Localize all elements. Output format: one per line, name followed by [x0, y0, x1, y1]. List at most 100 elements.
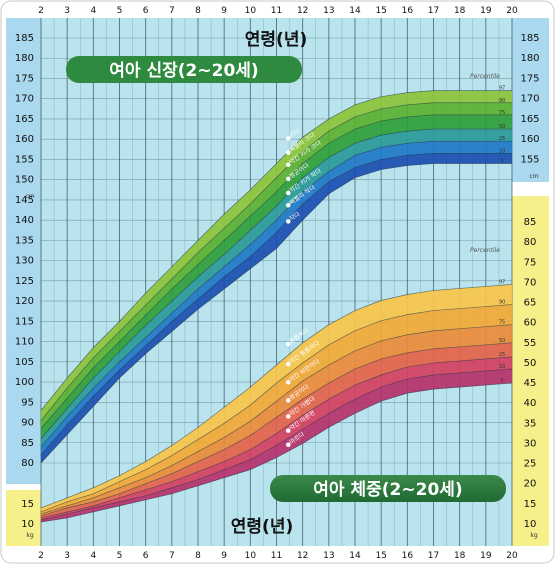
x-tick-label-bottom: 10: [245, 551, 257, 561]
height-line-p50: [40, 128, 512, 439]
x-tick-label-top: 11: [271, 6, 282, 16]
weight-tick-label-right: 10: [524, 519, 537, 530]
height-line-p10: [40, 153, 512, 456]
height-title-pill: [66, 56, 302, 83]
weight-band-50-75: [41, 324, 512, 516]
height-tick-label-left: 155: [15, 154, 34, 165]
weight-tick-label-right: 85: [524, 217, 537, 228]
x-tick-label-top: 13: [323, 6, 334, 16]
weight-tick-label-right: 45: [524, 378, 537, 389]
height-unit-left: cm: [25, 193, 34, 200]
height-percentile-p97: 97: [499, 86, 505, 92]
weight-line-p50: [40, 342, 513, 517]
weight-line-p10: [40, 368, 513, 521]
x-tick-label-bottom: 15: [375, 551, 386, 561]
height-percentile-p10: 10: [499, 148, 505, 154]
height-tick-label-left: 170: [15, 94, 34, 105]
weight-line-p25: [40, 356, 513, 519]
height-percentile-p75: 75: [499, 110, 505, 116]
left-weight-scale-panel: [6, 490, 41, 546]
height-percentile-bands: 3 10 25 50 75 90 97: [40, 86, 512, 464]
height-tick-label-left: 95: [21, 397, 34, 408]
height-tick-label-left: 180: [15, 53, 34, 64]
weight-percentile-p97: 97: [499, 279, 505, 285]
x-tick-label-bottom: 7: [169, 551, 175, 561]
x-tick-label-bottom: 11: [271, 551, 282, 561]
weight-tick-label-right: 55: [524, 338, 537, 349]
weight-percentile-p10: 10: [499, 364, 505, 370]
x-tick-label-bottom: 12: [297, 551, 308, 561]
weight-tick-label-right: 75: [524, 257, 537, 268]
height-tick-label-left: 160: [15, 134, 34, 145]
x-tick-label-top: 2: [38, 6, 44, 16]
right-weight-scale-panel: [512, 196, 549, 546]
weight-tick-label-right: 60: [524, 318, 537, 329]
x-tick-label-top: 16: [402, 6, 414, 16]
x-tick-label-top: 7: [169, 6, 175, 16]
weight-tick-label-right: 50: [524, 358, 537, 369]
x-tick-label-top: 6: [143, 6, 149, 16]
height-chart-title: 여아 신장(2~20세): [109, 61, 258, 81]
x-tick-label-bottom: 8: [195, 551, 201, 561]
x-tick-label-top: 14: [349, 6, 361, 16]
height-tick-label-right: 185: [520, 33, 539, 44]
height-tick-label-left: 100: [15, 377, 34, 388]
height-tick-label-left: 185: [15, 33, 34, 44]
weight-unit-right: kg: [530, 532, 537, 539]
x-axis-title-bottom: 연령(년): [231, 516, 293, 537]
height-line-p90: [40, 102, 512, 421]
x-tick-label-bottom: 14: [349, 551, 361, 561]
x-axis-title-top: 연령(년): [245, 29, 307, 50]
x-tick-label-top: 10: [245, 6, 257, 16]
weight-line-p97: [40, 284, 513, 509]
height-tick-label-right: 175: [520, 73, 539, 84]
x-tick-label-bottom: 13: [323, 551, 334, 561]
x-tick-label-top: 3: [64, 6, 70, 16]
x-tick-label-bottom: 6: [143, 551, 149, 561]
height-tick-label-right: 155: [520, 154, 539, 165]
height-line-p25: [40, 140, 512, 448]
x-tick-label-top: 15: [375, 6, 386, 16]
left-height-scale-panel: [6, 18, 41, 484]
x-tick-label-bottom: 18: [454, 551, 466, 561]
weight-tick-label-right: 30: [524, 438, 537, 449]
height-tick-label-right: 170: [520, 94, 539, 105]
x-tick-label-bottom: 2: [38, 551, 44, 561]
weight-chart-title: 여아 체중(2~20세): [313, 480, 462, 500]
weight-line-p3: [40, 382, 513, 523]
weight-tick-label-left: 10: [21, 519, 34, 530]
height-tick-label-left: 125: [15, 276, 34, 287]
weight-line-p90: [40, 304, 513, 513]
height-line-p97: [40, 90, 512, 411]
weight-title-pill: [270, 475, 506, 502]
weight-percentile-p75: 75: [499, 320, 505, 326]
x-tick-label-top: 18: [454, 6, 466, 16]
weight-tick-label-right: 40: [524, 398, 537, 409]
weight-band-90-97: [41, 284, 512, 512]
height-percentile-p50: 50: [499, 124, 505, 130]
height-percentile-p90: 90: [499, 98, 505, 104]
height-tick-label-left: 110: [15, 337, 34, 348]
weight-percentile-bands: 3 10 25 50 75 90 97: [40, 279, 513, 523]
height-tick-label-left: 165: [15, 114, 34, 125]
height-tick-label-left: 90: [21, 418, 34, 429]
height-tick-label-right: 165: [520, 114, 539, 125]
x-tick-label-top: 12: [297, 6, 308, 16]
weight-band-25-50: [41, 342, 512, 518]
x-tick-label-bottom: 16: [402, 551, 414, 561]
x-tick-label-top: 5: [117, 6, 123, 16]
x-tick-label-top: 4: [90, 6, 96, 16]
height-tick-label-left: 105: [15, 357, 34, 368]
weight-tick-label-right: 15: [524, 499, 537, 510]
x-tick-label-bottom: 9: [221, 551, 227, 561]
x-tick-label-bottom: 19: [480, 551, 492, 561]
height-tick-label-left: 80: [21, 458, 34, 469]
weight-line-p75: [40, 324, 513, 515]
weight-tick-label-right: 20: [524, 479, 537, 490]
x-tick-label-top: 17: [428, 6, 439, 16]
x-tick-label-bottom: 5: [117, 551, 123, 561]
height-percentile-p3: 3: [500, 158, 503, 164]
x-tick-label-bottom: 3: [64, 551, 70, 561]
weight-tick-label-left: 15: [21, 499, 34, 510]
weight-unit-left: kg: [26, 532, 33, 539]
